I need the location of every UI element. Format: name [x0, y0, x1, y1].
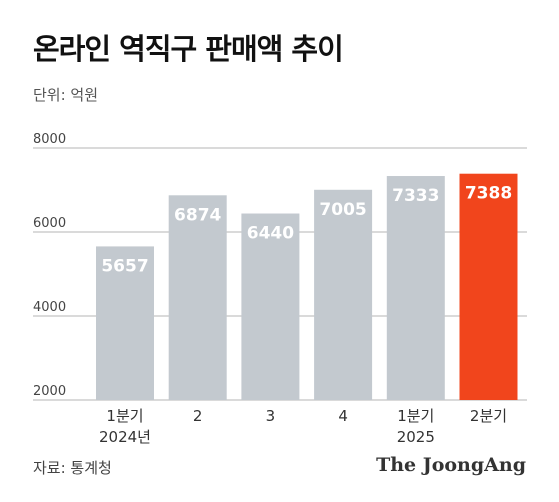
value-label: 5657 [101, 256, 148, 276]
bars [96, 173, 518, 400]
x-tick-label: 3 [266, 407, 276, 425]
y-tick-label: 2000 [33, 384, 66, 399]
value-label: 6440 [247, 224, 294, 244]
unit-label: 단위: 억원 [33, 86, 99, 104]
chart-title: 온라인 역직구 판매액 추이 [33, 32, 344, 66]
x-tick-label: 2025 [397, 428, 435, 446]
publisher-logo: The JoongAng [376, 454, 526, 476]
bar [314, 189, 373, 400]
x-tick-label: 1분기 [397, 407, 434, 425]
y-tick-label: 4000 [33, 300, 66, 315]
value-labels: 5657 6874 6440 7005 7333 7388 [101, 184, 512, 277]
x-tick-label: 1분기 [106, 407, 143, 425]
x-tick-label: 2 [193, 407, 203, 425]
bar [459, 173, 518, 400]
bar [386, 176, 445, 400]
y-tick-label: 8000 [33, 132, 66, 147]
value-label: 7388 [465, 184, 512, 204]
value-label: 7333 [392, 186, 439, 206]
value-label: 6874 [174, 205, 221, 225]
x-tick-label: 2024년 [99, 428, 151, 446]
x-tick-label: 4 [338, 407, 348, 425]
bar [168, 195, 227, 400]
x-axis-labels: 1분기 2024년 2 3 4 1분기 2025 2분기 [99, 407, 507, 446]
source-note: 자료: 통계청 [33, 459, 112, 477]
x-tick-label: 2분기 [470, 407, 507, 425]
value-label: 7005 [319, 200, 366, 220]
bar [241, 213, 300, 400]
y-tick-label: 6000 [33, 216, 66, 231]
bar [96, 246, 154, 400]
